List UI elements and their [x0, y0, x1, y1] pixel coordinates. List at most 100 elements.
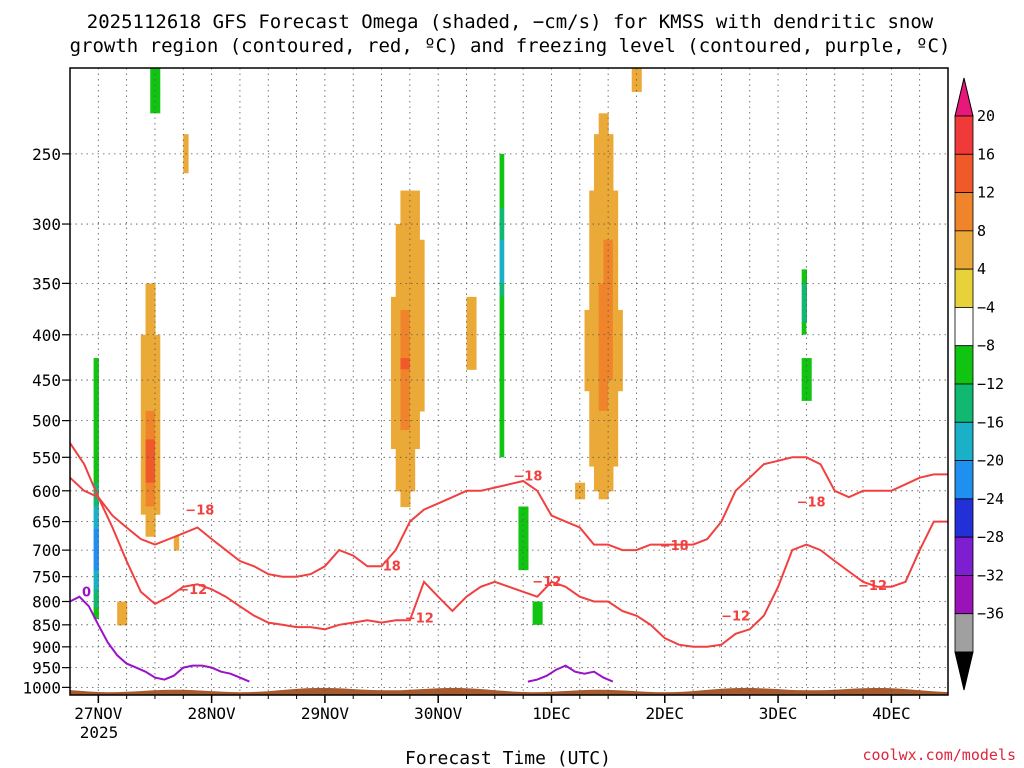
omega-cell: [589, 322, 595, 336]
omega-cell: [593, 190, 600, 209]
y-tick-label: 1000: [22, 678, 61, 697]
omega-cell: [140, 457, 147, 467]
omega-cell: [589, 239, 595, 256]
omega-cell: [537, 172, 543, 192]
credit-link[interactable]: coolwx.com/models: [862, 746, 1016, 764]
omega-cell: [796, 390, 803, 402]
omega-cell: [499, 172, 505, 192]
omega-cell: [405, 465, 411, 476]
omega-cell: [575, 207, 581, 225]
omega-cell: [419, 269, 425, 284]
omega-cell: [603, 254, 609, 270]
omega-cell: [405, 490, 411, 500]
omega-cell: [442, 439, 449, 450]
omega-cell: [414, 322, 420, 336]
omega-cell: [608, 430, 614, 440]
omega-cell: [768, 334, 774, 348]
omega-cell: [801, 390, 807, 402]
omega-cell: [499, 506, 505, 515]
omega-cell: [763, 91, 770, 114]
omega-cell: [405, 430, 411, 440]
omega-cell: [612, 207, 619, 225]
omega-cell: [400, 457, 406, 467]
omega-cell: [537, 254, 543, 270]
omega-cell: [93, 380, 99, 392]
omega-cell: [442, 448, 449, 458]
omega-cell: [70, 296, 76, 311]
omega-cell: [589, 190, 595, 209]
omega-cell: [796, 254, 803, 270]
omega-cell: [593, 369, 600, 381]
omega-cell: [513, 498, 520, 508]
colorbar-label: −36: [977, 605, 1004, 623]
omega-cell: [140, 430, 147, 440]
omega-cell: [150, 498, 156, 508]
omega-cell: [693, 254, 699, 270]
omega-cell: [768, 430, 774, 440]
omega-cell: [70, 430, 76, 440]
omega-cell: [145, 283, 151, 298]
omega-cell: [660, 207, 666, 225]
omega-cell: [608, 369, 614, 381]
omega-cell: [494, 224, 501, 241]
omega-cell: [754, 390, 760, 402]
omega-cell: [693, 239, 699, 256]
omega-cell: [74, 369, 81, 381]
omega-cell: [74, 269, 81, 284]
omega-cell: [400, 400, 406, 412]
omega-cell: [93, 641, 99, 648]
omega-cell: [93, 514, 99, 523]
omega-cell: [801, 207, 807, 225]
omega-cell: [608, 334, 614, 348]
omega-cell: [409, 465, 416, 476]
omega-cell: [608, 439, 614, 450]
omega-cell: [499, 390, 505, 402]
omega-cell: [103, 224, 109, 241]
omega-cell: [504, 269, 510, 284]
colorbar-swatch: [954, 230, 974, 270]
omega-cell: [608, 390, 614, 402]
omega-cell: [579, 224, 586, 241]
omega-cell: [70, 380, 76, 392]
omega-cell: [169, 134, 175, 155]
omega-cell: [409, 390, 416, 402]
omega-cell: [70, 369, 76, 381]
omega-cell: [603, 380, 609, 392]
omega-cell: [84, 430, 90, 440]
omega-cell: [79, 358, 85, 370]
omega-cell: [154, 369, 161, 381]
omega-cell: [400, 420, 406, 431]
omega-cell: [409, 190, 416, 209]
omega-cell: [74, 224, 81, 241]
omega-cell: [70, 309, 76, 324]
omega-cell: [74, 390, 81, 402]
omega-cell: [801, 420, 807, 431]
omega-cell: [357, 601, 364, 609]
omega-cell: [400, 369, 406, 381]
freezing-level-contour: [70, 595, 250, 683]
omega-cell: [513, 296, 520, 311]
omega-cell: [749, 400, 756, 412]
omega-cell: [504, 448, 510, 458]
omega-cell: [93, 439, 99, 450]
omega-cell: [697, 296, 704, 311]
omega-cell: [796, 172, 803, 192]
omega-cell: [154, 420, 161, 431]
omega-cell: [173, 346, 180, 359]
omega-cell: [504, 153, 510, 174]
omega-cell: [419, 334, 425, 348]
colorbar-bottom-arrow: [954, 651, 974, 691]
omega-cell: [504, 190, 510, 209]
omega-cell: [400, 322, 406, 336]
omega-cell: [140, 390, 147, 402]
omega-cell: [499, 448, 505, 458]
omega-cell: [438, 448, 444, 458]
omega-cell: [504, 430, 510, 440]
omega-cell: [598, 113, 605, 135]
omega-cell: [603, 369, 609, 381]
omega-cell: [796, 224, 803, 241]
omega-cell: [792, 207, 798, 225]
omega-cell: [697, 283, 704, 298]
omega-cell: [796, 346, 803, 359]
x-tick-label: 4DEC: [872, 704, 911, 723]
